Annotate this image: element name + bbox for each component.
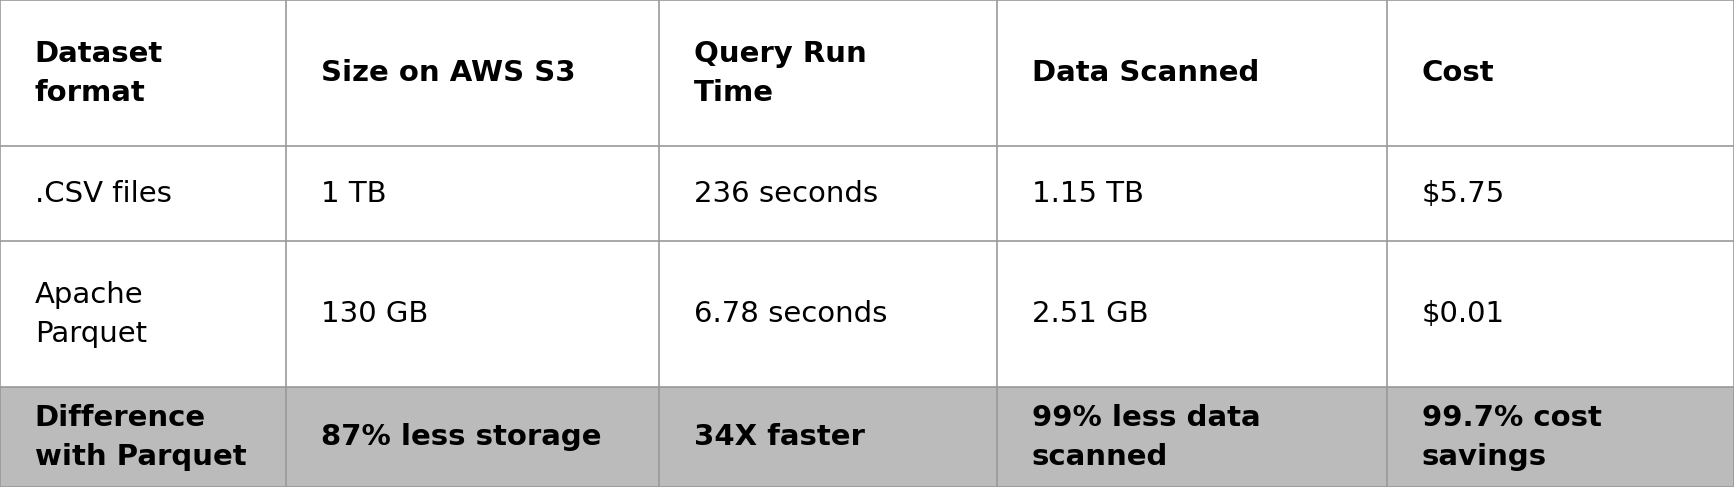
- Text: 87% less storage: 87% less storage: [321, 423, 602, 451]
- Text: Difference
with Parquet: Difference with Parquet: [35, 404, 246, 470]
- Bar: [997, 387, 1387, 487]
- Bar: [659, 241, 997, 387]
- Bar: [0, 387, 286, 487]
- Text: 1.15 TB: 1.15 TB: [1032, 180, 1144, 207]
- Bar: [286, 241, 659, 387]
- Text: 130 GB: 130 GB: [321, 300, 428, 328]
- Bar: [286, 387, 659, 487]
- Bar: [659, 0, 997, 146]
- Bar: [659, 387, 997, 487]
- Text: 99.7% cost
savings: 99.7% cost savings: [1422, 404, 1602, 470]
- Text: .CSV files: .CSV files: [35, 180, 172, 207]
- Text: 6.78 seconds: 6.78 seconds: [694, 300, 888, 328]
- Text: 34X faster: 34X faster: [694, 423, 865, 451]
- Text: Size on AWS S3: Size on AWS S3: [321, 59, 576, 87]
- Bar: [1387, 0, 1734, 146]
- Text: 236 seconds: 236 seconds: [694, 180, 877, 207]
- Bar: [286, 0, 659, 146]
- Bar: [286, 146, 659, 241]
- Text: Cost: Cost: [1422, 59, 1495, 87]
- Bar: [659, 146, 997, 241]
- Bar: [0, 241, 286, 387]
- Text: Query Run
Time: Query Run Time: [694, 39, 867, 107]
- Text: Apache
Parquet: Apache Parquet: [35, 281, 147, 348]
- Bar: [1387, 241, 1734, 387]
- Text: Dataset
format: Dataset format: [35, 39, 163, 107]
- Bar: [997, 146, 1387, 241]
- Text: $0.01: $0.01: [1422, 300, 1505, 328]
- Bar: [1387, 387, 1734, 487]
- Bar: [997, 241, 1387, 387]
- Text: 99% less data
scanned: 99% less data scanned: [1032, 404, 1261, 470]
- Text: Data Scanned: Data Scanned: [1032, 59, 1259, 87]
- Bar: [0, 146, 286, 241]
- Text: 1 TB: 1 TB: [321, 180, 387, 207]
- Bar: [0, 0, 286, 146]
- Text: 2.51 GB: 2.51 GB: [1032, 300, 1148, 328]
- Bar: [1387, 146, 1734, 241]
- Text: $5.75: $5.75: [1422, 180, 1505, 207]
- Bar: [997, 0, 1387, 146]
